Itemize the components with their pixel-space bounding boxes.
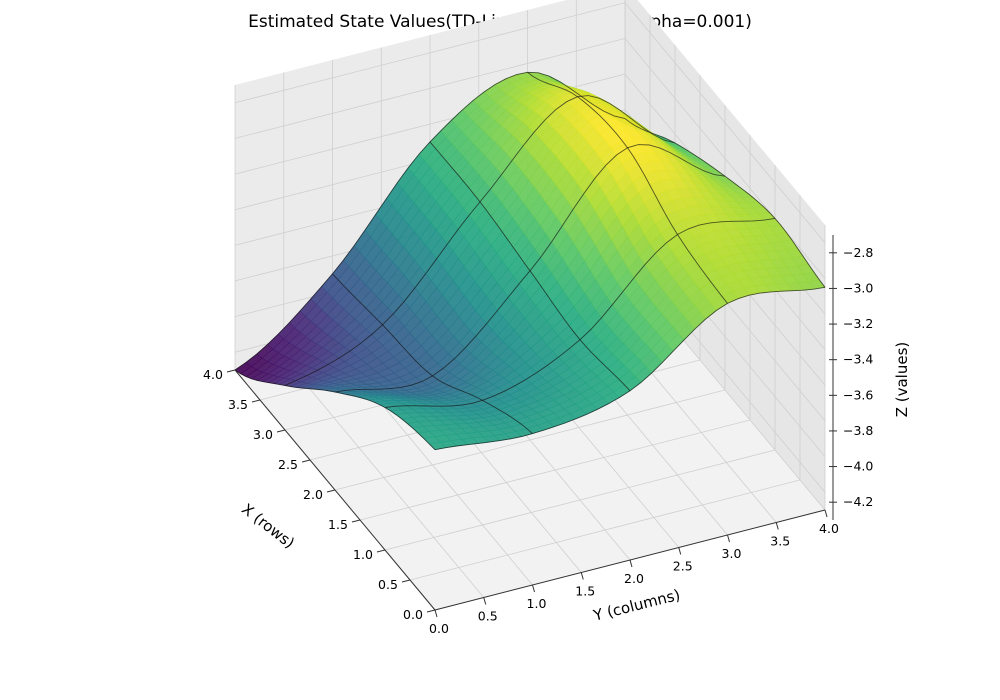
wire-col xyxy=(624,118,826,288)
x-tick xyxy=(401,579,411,583)
y-tick xyxy=(532,584,535,593)
x-tick-label: 1.0 xyxy=(353,547,373,562)
z-tick-label: −3.6 xyxy=(843,387,873,402)
x-tick xyxy=(426,609,436,613)
y-tick xyxy=(727,534,730,543)
x-tick-label: 2.0 xyxy=(303,487,323,502)
z-tick-label: −3.4 xyxy=(843,352,873,367)
axis-ticks: 0.0 0.5 1.0 1.5 2.0 2.5 3.0 3.5 4.0 0.0 0.5 1.0 1.5 2… xyxy=(203,245,873,636)
y-tick xyxy=(629,559,633,568)
wire-col xyxy=(527,71,728,304)
y-tick-label: 0.5 xyxy=(478,609,498,624)
y-tick-label: 4.0 xyxy=(819,521,839,536)
y-tick-label: 1.0 xyxy=(527,596,547,611)
surface-wireframe xyxy=(234,71,826,451)
gridline-z xyxy=(234,2,826,244)
y-tick-label: 2.0 xyxy=(624,571,644,586)
z-tick-label: −3.0 xyxy=(843,280,873,295)
x-tick xyxy=(326,489,336,493)
wire-col xyxy=(234,369,436,451)
y-tick-label: 2.5 xyxy=(673,559,693,574)
y-tick xyxy=(580,572,584,580)
x-tick-label: 2.5 xyxy=(278,457,298,472)
y-tick-label: 3.0 xyxy=(722,546,742,561)
x-tick-label: 0.0 xyxy=(403,607,423,622)
y-tick xyxy=(678,547,682,555)
y-tick xyxy=(434,609,438,618)
z-tick-label: −4.0 xyxy=(843,459,873,474)
x-tick xyxy=(301,459,311,463)
gridline-z xyxy=(234,37,826,279)
x-tick xyxy=(251,399,261,403)
x-tick xyxy=(226,369,236,373)
z-tick-label: −3.8 xyxy=(843,423,873,438)
x-tick xyxy=(276,429,286,433)
wire-col xyxy=(429,141,631,392)
x-tick xyxy=(376,549,386,553)
z-tick-label: −2.8 xyxy=(843,245,873,260)
x-tick-label: 3.5 xyxy=(228,397,248,412)
x-tick-label: 0.5 xyxy=(378,577,398,592)
y-axis-label: Y (columns) xyxy=(591,586,682,625)
x-tick xyxy=(351,519,361,523)
y-tick xyxy=(824,509,828,518)
y-tick xyxy=(483,597,487,605)
z-tick-label: −4.2 xyxy=(843,494,873,509)
z-axis-label: Z (values) xyxy=(893,342,911,418)
y-tick-label: 3.5 xyxy=(770,534,790,549)
x-tick-label: 4.0 xyxy=(203,367,223,382)
x-axis-label: X (rows) xyxy=(238,500,298,552)
y-tick-label: 1.5 xyxy=(575,584,595,599)
x-tick-label: 3.0 xyxy=(253,427,273,442)
wire-col xyxy=(332,273,533,434)
x-tick-label: 1.5 xyxy=(328,517,348,532)
y-tick-label: 0.0 xyxy=(429,621,449,636)
z-tick-label: −3.2 xyxy=(843,316,873,331)
y-tick xyxy=(775,522,779,530)
